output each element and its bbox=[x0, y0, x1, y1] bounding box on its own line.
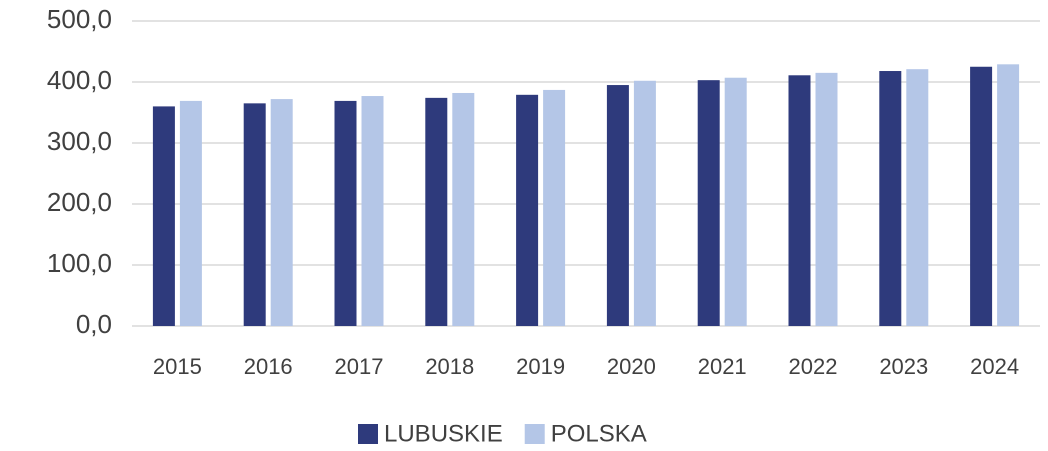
bar bbox=[633, 80, 656, 326]
bar bbox=[879, 71, 902, 327]
legend-label: LUBUSKIE bbox=[384, 420, 503, 447]
y-tick-label: 400,0 bbox=[47, 65, 112, 95]
bar bbox=[516, 94, 539, 326]
bar bbox=[724, 77, 747, 326]
y-tick-label: 200,0 bbox=[47, 187, 112, 217]
bar bbox=[425, 97, 448, 326]
bar bbox=[179, 100, 202, 326]
bar bbox=[243, 103, 266, 326]
y-tick-label: 300,0 bbox=[47, 126, 112, 156]
bar bbox=[815, 72, 838, 326]
bar bbox=[788, 75, 811, 326]
bar bbox=[452, 92, 475, 326]
legend-label: POLSKA bbox=[551, 420, 647, 447]
bar bbox=[361, 96, 384, 326]
x-tick-label: 2020 bbox=[607, 354, 656, 379]
bar bbox=[152, 106, 175, 327]
x-tick-label: 2015 bbox=[153, 354, 202, 379]
x-tick-label: 2016 bbox=[244, 354, 293, 379]
legend-swatch bbox=[524, 424, 545, 444]
x-tick-label: 2017 bbox=[335, 354, 384, 379]
bar bbox=[543, 89, 566, 327]
x-tick-label: 2018 bbox=[425, 354, 474, 379]
x-tick-label: 2024 bbox=[970, 354, 1019, 379]
bar bbox=[606, 85, 629, 326]
y-tick-label: 0,0 bbox=[76, 309, 112, 339]
x-tick-label: 2023 bbox=[879, 354, 928, 379]
y-tick-label: 500,0 bbox=[47, 4, 112, 34]
x-tick-label: 2022 bbox=[789, 354, 838, 379]
bar bbox=[997, 64, 1020, 326]
bar bbox=[270, 99, 293, 326]
bar bbox=[970, 66, 993, 326]
bar bbox=[334, 100, 357, 326]
x-tick-label: 2019 bbox=[516, 354, 565, 379]
y-tick-label: 100,0 bbox=[47, 248, 112, 278]
legend-swatch bbox=[358, 424, 378, 444]
bar bbox=[906, 69, 929, 326]
x-tick-label: 2021 bbox=[698, 354, 747, 379]
bar bbox=[697, 80, 720, 326]
